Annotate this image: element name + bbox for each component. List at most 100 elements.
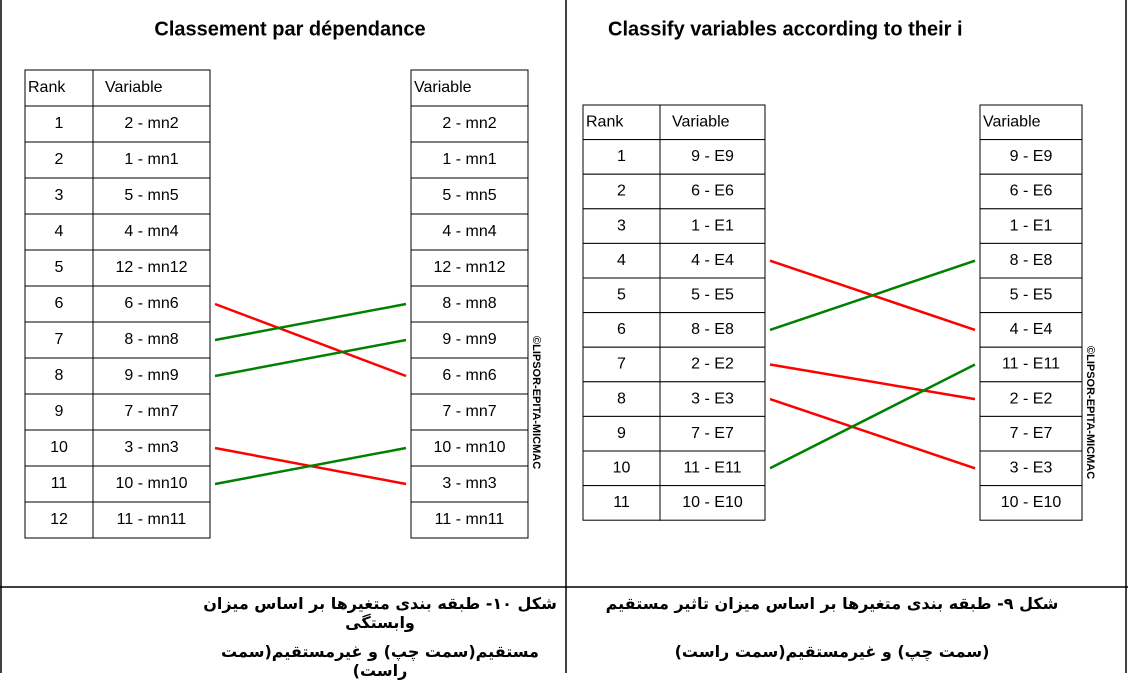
variable: 3 - E3 <box>1010 460 1053 477</box>
link-line <box>214 446 407 486</box>
variable: 3 - E3 <box>691 390 734 407</box>
variable: 3 - mn3 <box>442 475 496 492</box>
variable: 12 - mn12 <box>115 259 187 276</box>
table-cell <box>410 141 529 179</box>
table-cell <box>24 465 94 503</box>
variable: 9 - mn9 <box>124 367 178 384</box>
variable: 10 - E10 <box>682 494 743 511</box>
table-cell <box>92 141 211 179</box>
table-cell <box>979 381 1083 417</box>
table-cell <box>24 105 94 143</box>
table-cell <box>582 104 661 141</box>
variable: 6 - mn6 <box>124 295 178 312</box>
table-cell <box>582 485 661 521</box>
variable: 7 - mn7 <box>442 403 496 420</box>
table-cell <box>24 393 94 431</box>
table-cell <box>92 249 211 287</box>
table-cell <box>979 346 1083 383</box>
table-cell <box>979 208 1083 244</box>
table-cell <box>659 346 766 383</box>
variable: 8 - E8 <box>691 321 734 338</box>
table-cell <box>979 450 1083 487</box>
column-header: Variable <box>414 79 472 96</box>
variable: 2 - mn2 <box>124 115 178 132</box>
variable: 7 - mn7 <box>124 403 178 420</box>
rank: 2 <box>55 151 64 168</box>
table-cell <box>410 69 529 107</box>
table-cell <box>979 312 1083 348</box>
table-cell <box>979 242 1083 279</box>
column-header: Variable <box>983 114 1041 131</box>
table-cell <box>659 208 766 244</box>
rank: 11 <box>51 475 68 492</box>
variable: 11 - E11 <box>1002 356 1060 373</box>
variable: 2 - E2 <box>1010 390 1053 407</box>
variable: 8 - mn8 <box>442 295 496 312</box>
table-cell <box>92 177 211 215</box>
table-cell <box>410 249 529 287</box>
variable: 5 - mn5 <box>124 187 178 204</box>
variable: 11 - mn11 <box>435 511 505 528</box>
table-cell <box>582 312 661 348</box>
table-cell <box>659 450 766 487</box>
table-cell <box>24 429 94 467</box>
variable: 1 - mn1 <box>124 151 178 168</box>
variable: 7 - E7 <box>691 425 734 442</box>
variable: 2 - mn2 <box>442 115 496 132</box>
link-line <box>214 302 407 342</box>
table-cell <box>659 139 766 175</box>
rank: 12 <box>50 511 68 528</box>
table-cell <box>582 277 661 314</box>
caption-line: (سمت چپ) و غیرمستقیم(سمت راست) <box>674 642 990 661</box>
table-cell <box>24 69 94 107</box>
variable: 9 - mn9 <box>442 331 496 348</box>
table-cell <box>659 415 766 452</box>
table-cell <box>92 357 211 395</box>
table-cell <box>92 285 211 323</box>
rank: 9 <box>55 403 64 420</box>
table-cell <box>979 104 1083 141</box>
rank: 10 <box>613 460 631 477</box>
table-cell <box>410 501 529 539</box>
caption-line: شکل ۹- طبقه بندی متغیرها بر اساس میزان ت… <box>605 594 1059 613</box>
variable: 2 - E2 <box>691 356 734 373</box>
variable: 1 - E1 <box>691 217 734 234</box>
table-cell <box>24 285 94 323</box>
variable: 10 - E10 <box>1001 494 1062 511</box>
table-cell <box>582 242 661 279</box>
table-cell <box>92 501 211 539</box>
table-cell <box>24 501 94 539</box>
column-header: Variable <box>672 114 730 131</box>
variable: 10 - mn10 <box>433 439 505 456</box>
table-cell <box>410 321 529 359</box>
variable: 4 - mn4 <box>124 223 178 240</box>
table-cell <box>582 139 661 175</box>
panel-title: Classify variables according to their i <box>608 18 963 40</box>
variable: 8 - E8 <box>1010 252 1053 269</box>
rank: 11 <box>613 494 630 511</box>
variable: 4 - mn4 <box>442 223 496 240</box>
variable: 11 - mn11 <box>117 511 187 528</box>
table-cell <box>659 104 766 141</box>
column-header: Rank <box>28 79 66 96</box>
variable: 8 - mn8 <box>124 331 178 348</box>
variable: 6 - E6 <box>691 183 734 200</box>
rank: 1 <box>55 115 64 132</box>
link-line <box>769 259 976 332</box>
rank: 4 <box>617 252 626 269</box>
table-cell <box>659 277 766 314</box>
rank: 8 <box>55 367 64 384</box>
variable: 6 - E6 <box>1010 183 1053 200</box>
rank: 6 <box>617 321 626 338</box>
variable: 5 - E5 <box>1010 287 1053 304</box>
table-cell <box>92 393 211 431</box>
table-cell <box>659 312 766 348</box>
rank: 7 <box>617 356 626 373</box>
link-line <box>214 302 407 378</box>
column-header: Variable <box>105 79 163 96</box>
table-cell <box>410 429 529 467</box>
table-cell <box>979 173 1083 210</box>
column-header: Rank <box>586 114 624 131</box>
